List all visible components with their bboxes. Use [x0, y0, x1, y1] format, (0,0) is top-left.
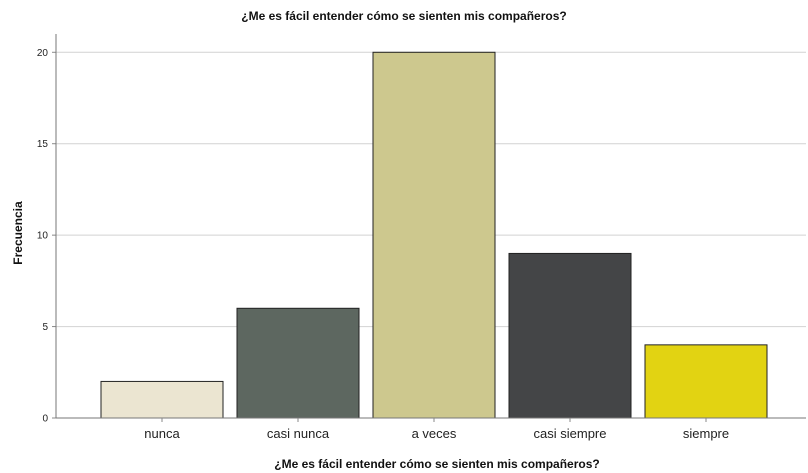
bar-casi-siempre	[508, 252, 632, 419]
x-category-label: siempre	[683, 426, 729, 441]
y-tick-label: 20	[37, 48, 49, 59]
x-category-label: casi siempre	[534, 426, 607, 441]
x-axis-title: ¿Me es fácil entender cómo se sienten mi…	[274, 457, 599, 471]
y-tick-label: 0	[42, 414, 48, 425]
x-category-label: nunca	[144, 426, 180, 441]
bar-casi-nunca	[236, 307, 360, 419]
axes	[52, 34, 806, 422]
y-tick-labels: 0 5 10 15 20	[37, 48, 49, 425]
y-tick-label: 5	[42, 322, 48, 333]
x-category-label: a veces	[412, 426, 457, 441]
y-tick-label: 15	[37, 139, 49, 150]
bars	[100, 51, 768, 419]
y-tick-label: 10	[37, 231, 49, 242]
x-category-label: casi nunca	[267, 426, 330, 441]
bar-siempre	[644, 344, 768, 419]
y-axis-title: Frecuencia	[11, 201, 25, 265]
bar-nunca	[100, 380, 224, 419]
chart-title: ¿Me es fácil entender cómo se sienten mi…	[241, 9, 566, 23]
x-category-labels: nunca casi nunca a veces casi siempre siempr…	[144, 426, 729, 441]
bar-a-veces	[372, 51, 496, 419]
